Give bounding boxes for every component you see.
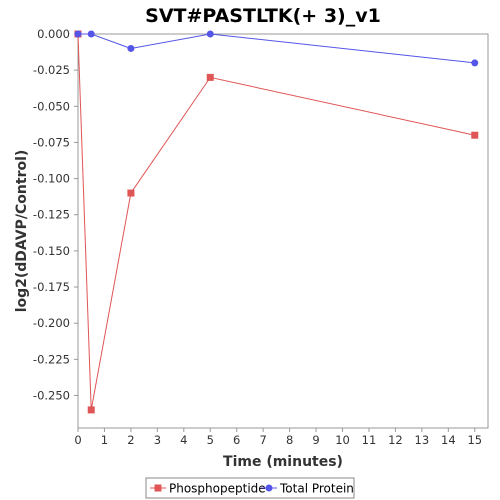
- data-point-total-protein: [471, 59, 479, 67]
- plot-area: [77, 33, 489, 429]
- data-point-total-protein: [87, 30, 95, 38]
- legend: Phosphopeptide Total Protein: [145, 477, 355, 499]
- series-layer: [74, 30, 479, 414]
- x-tick-label: 7: [259, 433, 266, 447]
- x-tick-label: 12: [388, 433, 403, 447]
- y-tick-label: -0.025: [33, 63, 70, 77]
- x-axis-label: Time (minutes): [223, 454, 343, 470]
- x-tick-label: 0: [74, 433, 81, 447]
- x-tick-label: 2: [127, 433, 134, 447]
- series-line-total-protein: [78, 33, 475, 64]
- y-tick-label: -0.100: [33, 172, 70, 186]
- x-tick-label: 4: [180, 433, 187, 447]
- x-tick-label: 5: [207, 433, 214, 447]
- x-tick-label: 8: [286, 433, 293, 447]
- legend-marker-total-protein: [265, 484, 273, 492]
- legend-item-phosphopeptide: Phosphopeptide: [150, 482, 266, 496]
- legend-marker-phosphopeptide: [154, 484, 162, 492]
- data-point-phosphopeptide: [206, 73, 214, 81]
- y-tick-label: -0.050: [33, 99, 70, 113]
- y-tick-label: 0.000: [37, 27, 70, 41]
- y-tick-label: -0.225: [33, 352, 70, 366]
- chart-title: SVT#PASTLTK(+ 3)_v1: [145, 5, 381, 27]
- y-axis: 0.000 -0.025 -0.050 -0.075 -0.100 -0.125 -0.15…: [33, 27, 78, 402]
- y-tick-label: -0.175: [33, 280, 70, 294]
- series-phosphopeptide: [74, 30, 479, 414]
- x-tick-label: 3: [154, 433, 161, 447]
- data-point-total-protein: [127, 44, 135, 52]
- y-axis-label: log2(dDAVP/Control): [14, 150, 30, 313]
- series-total-protein: [74, 30, 479, 67]
- y-tick-label: -0.075: [33, 135, 70, 149]
- legend-label-total-protein: Total Protein: [279, 482, 354, 496]
- legend-label-phosphopeptide: Phosphopeptide: [169, 482, 266, 496]
- x-tick-label: 15: [467, 433, 482, 447]
- x-tick-label: 11: [362, 433, 377, 447]
- y-tick-label: -0.125: [33, 208, 70, 222]
- x-tick-label: 1: [101, 433, 108, 447]
- x-tick-label: 10: [335, 433, 350, 447]
- legend-item-total-protein: Total Protein: [261, 482, 354, 496]
- legend-box: [145, 477, 355, 499]
- y-tick-label: -0.150: [33, 244, 70, 258]
- data-point-phosphopeptide: [87, 406, 95, 414]
- x-tick-label: 9: [312, 433, 319, 447]
- data-point-phosphopeptide: [471, 131, 479, 139]
- x-tick-label: 14: [441, 433, 456, 447]
- y-tick-label: -0.200: [33, 316, 70, 330]
- data-point-total-protein: [74, 30, 82, 38]
- x-axis: 0 1 2 3 4 5 6 7 8 9 10 11 12 13 14 15: [74, 428, 482, 447]
- y-tick-label: -0.250: [33, 388, 70, 402]
- data-point-phosphopeptide: [127, 189, 135, 197]
- x-tick-label: 13: [415, 433, 430, 447]
- data-point-total-protein: [206, 30, 214, 38]
- x-tick-label: 6: [233, 433, 240, 447]
- series-line-phosphopeptide: [77, 33, 475, 410]
